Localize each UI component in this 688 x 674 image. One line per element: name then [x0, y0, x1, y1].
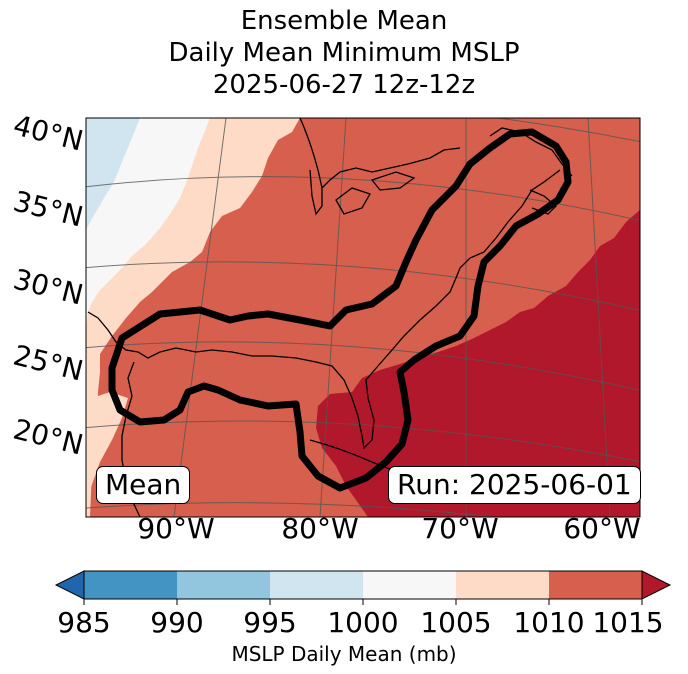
lon-label-60w: 60°W — [563, 512, 641, 545]
stat-label-box: Mean — [96, 466, 191, 504]
colorbar — [54, 570, 672, 605]
colorbar-segment-985-990 — [84, 571, 177, 599]
title-line-1: Ensemble Mean — [240, 6, 448, 36]
colorbar-segment-1000-1005 — [363, 571, 456, 599]
colorbar-segment-1005-1010 — [456, 571, 549, 599]
colorbar-tick-990: 990 — [150, 606, 204, 639]
lon-label-80w: 80°W — [281, 512, 359, 545]
colorbar-tick-1000: 1000 — [327, 606, 399, 639]
lon-label-70w: 70°W — [421, 512, 499, 545]
coastlines — [87, 118, 573, 517]
run-date-box: Run: 2025-06-01 — [388, 466, 641, 504]
ensemble-contour — [108, 128, 572, 492]
colorbar-tick-1010: 1010 — [513, 606, 585, 639]
mslp-field — [86, 118, 640, 517]
colorbar-over-triangle — [641, 570, 672, 600]
map-frame — [85, 117, 641, 518]
colorbar-tick-1015: 1015 — [592, 606, 664, 639]
colorbar-segment-990-995 — [177, 571, 270, 599]
lon-label-90w: 90°W — [137, 512, 215, 545]
title-line-3: 2025-06-27 12z-12z — [212, 70, 476, 100]
graticule — [86, 118, 640, 517]
colorbar-under-triangle — [54, 570, 85, 600]
colorbar-segment-1010-1015 — [549, 571, 642, 599]
mslp-over-1015-region — [316, 210, 640, 517]
colorbar-tick-1005: 1005 — [420, 606, 492, 639]
title-line-2: Daily Mean Minimum MSLP — [168, 38, 520, 68]
colorbar-tick-995: 995 — [243, 606, 297, 639]
colorbar-tick-985: 985 — [57, 606, 111, 639]
mslp-995-1000-region — [86, 118, 140, 230]
colorbar-segment-995-1000 — [270, 571, 363, 599]
mslp-1005-1010-patch-gulf — [86, 392, 128, 517]
colorbar-label: MSLP Daily Mean (mb) — [231, 642, 457, 666]
